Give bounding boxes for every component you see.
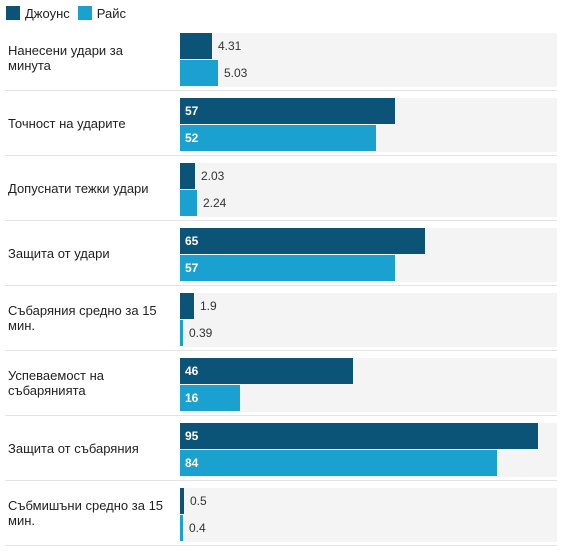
bar-track: 95 84 bbox=[180, 423, 557, 477]
category-label: Защита от удари bbox=[8, 245, 110, 261]
legend-swatch-jones bbox=[6, 6, 20, 20]
category-label: Точност на ударите bbox=[8, 115, 126, 131]
bar-jones bbox=[180, 423, 538, 449]
bar-jones bbox=[180, 358, 353, 384]
legend-label-rice: Райс bbox=[96, 5, 126, 21]
legend: Джоунс Райс bbox=[6, 4, 134, 22]
bar-rice bbox=[180, 60, 218, 86]
row-divider bbox=[5, 350, 557, 351]
bar-jones bbox=[180, 488, 184, 514]
bar-jones bbox=[180, 33, 212, 59]
value-label-jones: 0.5 bbox=[190, 494, 207, 508]
value-label-rice: 16 bbox=[185, 391, 199, 405]
category-label: Допуснати тежки удари bbox=[8, 180, 149, 196]
chart-row: Нанесени удари за минута 4.31 5.03 bbox=[0, 26, 562, 91]
bar-rice bbox=[180, 190, 197, 216]
row-divider bbox=[5, 90, 557, 91]
value-label-jones: 46 bbox=[185, 364, 199, 378]
chart-row: Допуснати тежки удари 2.03 2.24 bbox=[0, 156, 562, 221]
row-divider bbox=[5, 285, 557, 286]
chart-row: Събаряния средно за 15 мин. 1.9 0.39 bbox=[0, 286, 562, 351]
row-divider bbox=[5, 155, 557, 156]
value-label-jones: 1.9 bbox=[200, 299, 217, 313]
bar-rice bbox=[180, 125, 376, 151]
row-divider bbox=[5, 415, 557, 416]
value-label-rice: 2.24 bbox=[203, 196, 227, 210]
row-divider bbox=[5, 545, 557, 546]
bar-rice bbox=[180, 515, 183, 541]
bar-track: 0.5 0.4 bbox=[180, 488, 557, 542]
legend-item-rice: Райс bbox=[77, 5, 126, 21]
legend-label-jones: Джоунс bbox=[25, 5, 70, 21]
category-label: Нанесени удари за минута bbox=[8, 43, 123, 73]
bar-jones bbox=[180, 98, 395, 124]
bar-jones bbox=[180, 293, 194, 319]
category-label: Успеваемост на събарянията bbox=[8, 368, 105, 398]
value-label-jones: 57 bbox=[185, 104, 199, 118]
legend-item-jones: Джоунс bbox=[6, 6, 70, 21]
value-label-jones: 95 bbox=[185, 429, 199, 443]
value-label-rice: 52 bbox=[185, 131, 199, 145]
value-label-rice: 5.03 bbox=[224, 66, 248, 80]
bar-jones bbox=[180, 228, 425, 254]
value-label-rice: 84 bbox=[185, 456, 199, 470]
category-label: Събмишъни средно за 15 мин. bbox=[8, 498, 164, 528]
bar-track: 4.31 5.03 bbox=[180, 33, 557, 87]
value-label-rice: 0.39 bbox=[189, 326, 213, 340]
bar-track: 1.9 0.39 bbox=[180, 293, 557, 347]
value-label-jones: 65 bbox=[185, 234, 199, 248]
chart-row: Събмишъни средно за 15 мин. 0.5 0.4 bbox=[0, 481, 562, 546]
row-divider bbox=[5, 220, 557, 221]
bar-rice bbox=[180, 385, 240, 411]
bar-jones bbox=[180, 163, 195, 189]
value-label-rice: 0.4 bbox=[189, 521, 206, 535]
bar-rice bbox=[180, 255, 395, 281]
legend-swatch-rice bbox=[77, 6, 92, 20]
chart-row: Защита от удари 65 57 bbox=[0, 221, 562, 286]
bar-rice bbox=[180, 450, 497, 476]
row-divider bbox=[5, 480, 557, 481]
bar-track: 2.03 2.24 bbox=[180, 163, 557, 217]
bar-track: 57 52 bbox=[180, 98, 557, 152]
chart-row: Защита от събаряния 95 84 bbox=[0, 416, 562, 481]
chart-row: Успеваемост на събарянията 46 16 bbox=[0, 351, 562, 416]
chart-row: Точност на ударите 57 52 bbox=[0, 91, 562, 156]
category-label: Защита от събаряния bbox=[8, 440, 139, 456]
bar-track: 65 57 bbox=[180, 228, 557, 282]
bar-rice bbox=[180, 320, 183, 346]
category-label: Събаряния средно за 15 мин. bbox=[8, 303, 157, 333]
value-label-jones: 4.31 bbox=[218, 39, 242, 53]
value-label-jones: 2.03 bbox=[201, 169, 225, 183]
bar-track: 46 16 bbox=[180, 358, 557, 412]
value-label-rice: 57 bbox=[185, 261, 199, 275]
